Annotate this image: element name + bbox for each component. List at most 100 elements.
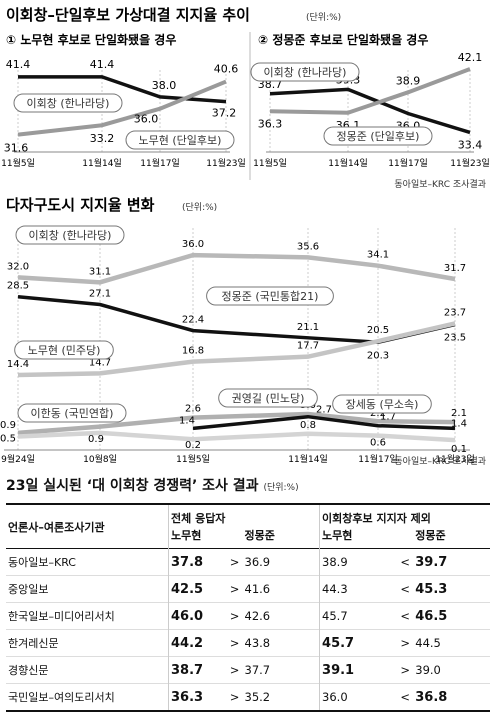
legend-label-1-box: [14, 340, 114, 360]
data-label: 1.7: [380, 412, 396, 423]
data-label: 22.4: [182, 315, 204, 326]
top-source: 동아일보–KRC 조사결과: [394, 179, 486, 190]
charts-canvas: 이회창–단일후보 가상대결 지지율 추이 (단위:%) ① 노무현 후보로 단일…: [0, 6, 490, 467]
data-label: 0.1: [451, 444, 467, 455]
cell-chung-excl: 36.8: [415, 689, 448, 705]
table-title: 23일 실시된 ‘대 이회창 경쟁력’ 조사 결과: [6, 478, 259, 494]
cell-compare-all: >: [229, 555, 240, 569]
series-line-5: [17, 430, 456, 443]
mid-title: 다자구도시 지지율 변화: [6, 196, 155, 214]
legend-label-5-box: [17, 403, 127, 423]
chart3-plot: 9월24일 10월8일 11월5일 11월14일 11월17일 11월23일 32.0 31.…: [0, 225, 475, 465]
data-label: 20.5: [367, 325, 389, 336]
legend-label-0: 이회창 (한나라당): [29, 229, 112, 242]
cell-spacer: [297, 629, 321, 657]
cell-compare-excl: <: [400, 555, 411, 569]
data-label: 1.4: [451, 418, 467, 429]
data-label: 16.8: [182, 346, 204, 357]
data-label: 38.9: [396, 74, 421, 87]
cell-org: 국민일보–여의도리서치: [6, 683, 169, 711]
header-roh-2: 노무현: [322, 529, 353, 542]
data-label: 14.4: [7, 359, 29, 370]
header-group-excl: 이회창후보 지지자 제외: [322, 512, 431, 525]
cell-spacer: [297, 548, 321, 576]
header-org: 언론사–여론조사기관: [6, 504, 169, 549]
cell-compare-excl: <: [400, 582, 411, 596]
legend-label-0: 이회창 (한나라당): [264, 66, 347, 79]
chart2-plot: 11월5일11월14일11월17일11월23일38.739.336.033.4이…: [250, 51, 490, 169]
header-roh-1: 노무현: [171, 529, 202, 542]
cell-compare-all: >: [229, 663, 240, 677]
legend-label-4: 장세동 (무소속): [346, 398, 419, 411]
cell-org: 한국일보–미디어리서치: [6, 602, 169, 630]
series-line-0: [18, 75, 227, 104]
legend-label-2: 정몽준 (국민통합21): [222, 290, 319, 303]
data-label: 40.6: [214, 63, 239, 76]
table-row: 경향신문 38.7 >37.7 39.1 >39.0: [6, 656, 490, 684]
cell-compare-all: >: [229, 690, 240, 704]
cell-org: 동아일보–KRC: [6, 548, 169, 576]
legend-label-2-box: [206, 286, 334, 306]
infographic: 이회창–단일후보 가상대결 지지율 추이 (단위:%) ① 노무현 후보로 단일…: [0, 6, 490, 711]
cell-roh-all: 44.2: [171, 635, 204, 651]
cell-spacer: [297, 602, 321, 630]
cell-compare-excl: >: [400, 663, 411, 677]
cell-org: 중앙일보: [6, 575, 169, 603]
series-line-3: [17, 411, 456, 436]
data-label: 36.0: [134, 113, 159, 126]
table-subheader-row: 노무현 정몽준 노무현 정몽준: [6, 526, 490, 549]
data-label: 31.7: [444, 263, 466, 274]
legend-label-3-box: [218, 388, 318, 408]
legend-label-0-box: [13, 93, 123, 113]
table-header-row: 언론사–여론조사기관 전체 응답자 이회창후보 지지자 제외: [6, 504, 490, 549]
cell-compare-excl: <: [400, 690, 411, 704]
header-chung-1: 정몽준: [244, 529, 275, 542]
cell-compare-all: >: [229, 609, 240, 623]
data-label: 2.6: [185, 404, 201, 415]
x-tick-label: 11월23일: [435, 453, 474, 465]
data-label: 0.2: [185, 440, 201, 451]
data-label: 38.0: [152, 79, 177, 92]
data-label: 36.0: [182, 239, 204, 250]
top-title: 이회창–단일후보 가상대결 지지율 추이: [6, 6, 250, 24]
cell-org: 한겨레신문: [6, 629, 169, 657]
x-tick-label: 9월24일: [1, 453, 35, 465]
data-label: 2.2: [370, 408, 386, 419]
table-row: 국민일보–여의도리서치 36.3 >35.2 36.0 <36.8: [6, 683, 490, 711]
cell-chung-excl: 39.7: [415, 554, 448, 570]
table-row: 한국일보–미디어리서치 46.0 >42.6 45.7 <46.5: [6, 602, 490, 630]
comparison-section: 23일 실시된 ‘대 이회창 경쟁력’ 조사 결과 (단위:%) 언론사–여론조…: [6, 475, 490, 712]
cell-chung-all: 41.6: [244, 582, 271, 596]
legend-label-0-box: [250, 62, 360, 82]
data-label: 0.5: [0, 434, 16, 445]
legend-label-4-box: [332, 394, 432, 414]
chart2-title: ② 정몽준 후보로 단일화됐을 경우: [258, 32, 428, 47]
data-label: 20.3: [367, 350, 389, 361]
cell-roh-excl: 38.9: [322, 555, 348, 569]
legend-label-1: 정몽준 (단일후보): [337, 129, 420, 143]
x-tick-label: 11월5일: [253, 157, 287, 169]
legend-label-0: 이회창 (한나라당): [27, 97, 110, 110]
data-label: 31.6: [4, 142, 29, 155]
x-tick-label: 11월23일: [206, 157, 245, 169]
cell-roh-all: 38.7: [171, 662, 204, 678]
header-chung-2: 정몽준: [415, 529, 446, 542]
chart1-title: ① 노무현 후보로 단일화됐을 경우: [6, 32, 176, 47]
cell-org: 경향신문: [6, 656, 169, 684]
data-label: 34.1: [367, 250, 389, 261]
cell-roh-excl: 45.7: [322, 609, 348, 623]
cell-compare-all: >: [229, 582, 240, 596]
cell-chung-all: 37.7: [244, 663, 271, 677]
cell-roh-excl: 45.7: [322, 635, 355, 651]
top-unit: (단위:%): [306, 12, 341, 23]
x-tick-label: 11월23일: [450, 157, 489, 169]
legend-label-1-box: [125, 130, 235, 150]
data-label: 27.1: [89, 289, 111, 300]
data-label: 36.3: [258, 117, 283, 130]
table-row: 동아일보–KRC 37.8 >36.9 38.9 <39.7: [6, 548, 490, 576]
data-label: 32.0: [7, 261, 29, 272]
table-row: 한겨레신문 44.2 >43.8 45.7 >44.5: [6, 629, 490, 657]
legend-label-1: 노무현 (민주당): [28, 344, 101, 357]
cell-roh-all: 37.8: [171, 554, 204, 570]
cell-roh-all: 46.0: [171, 608, 204, 624]
